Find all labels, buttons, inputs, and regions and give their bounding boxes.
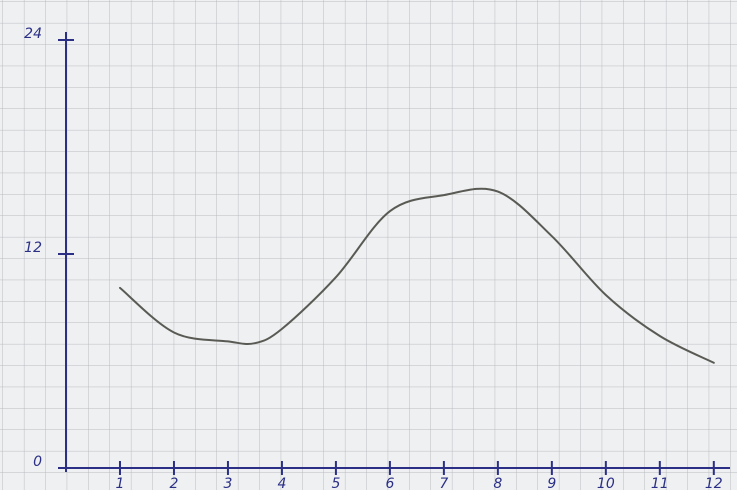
x-tick-label: 2	[170, 476, 179, 490]
y-tick-label: 24	[24, 26, 42, 42]
x-tick-label: 12	[705, 476, 723, 490]
x-tick-label: 7	[439, 476, 448, 490]
y-tick-label: 12	[24, 240, 42, 256]
x-tick-label: 9	[547, 476, 556, 490]
x-tick-label: 11	[651, 476, 669, 490]
x-tick-label: 1	[116, 476, 125, 490]
x-tick-label: 10	[597, 476, 615, 490]
x-tick-label: 3	[223, 476, 232, 490]
x-tick-label: 4	[277, 476, 286, 490]
x-tick-label: 5	[331, 476, 340, 490]
x-tick-label: 8	[493, 476, 502, 490]
x-tick-label: 6	[385, 476, 394, 490]
data-line	[118, 187, 715, 364]
y-tick-label: 0	[33, 454, 42, 470]
